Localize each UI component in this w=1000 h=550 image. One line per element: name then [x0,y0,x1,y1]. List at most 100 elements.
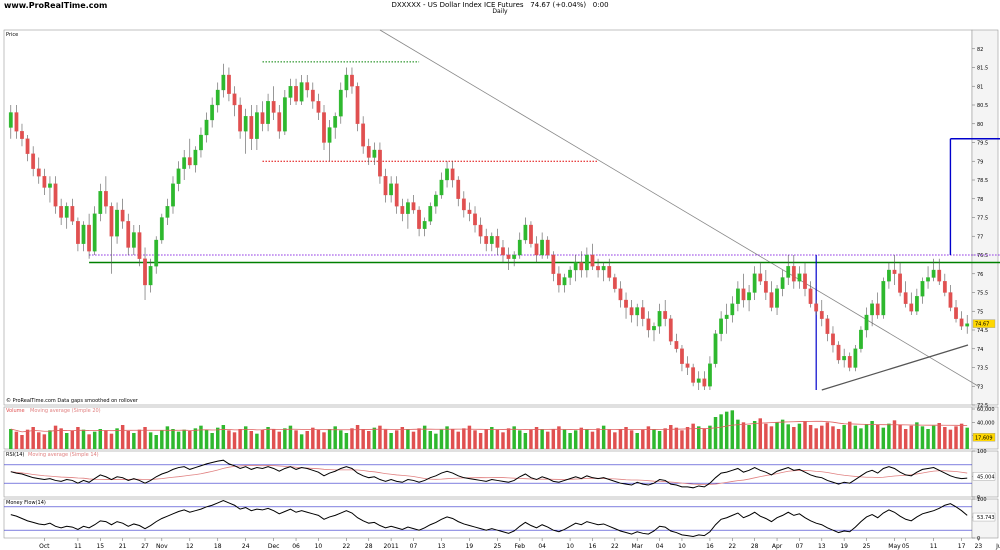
volume-bar [462,428,466,449]
candle-body [814,303,819,312]
candle-body [92,213,97,252]
volume-bar [115,428,119,449]
volume-bar [657,431,662,449]
candle-body [937,269,942,282]
rising-support-line [821,344,969,391]
candle [389,176,394,203]
time-tick-label: 05 [902,543,910,550]
candle [590,243,595,270]
candle [646,311,651,338]
candle [663,300,668,327]
candle [450,161,455,188]
candle-body [260,112,265,124]
volume-bar [529,429,533,449]
candle-body [322,112,326,143]
volume-bar [601,425,606,449]
candle [853,345,858,372]
volume-bar [585,429,589,449]
volume-bar [730,410,735,449]
time-tick-label: 07 [796,543,804,550]
volume-bar [786,424,790,449]
candle-body [506,254,511,259]
time-tick-label: 28 [751,543,759,550]
volume-bar [825,422,830,449]
candle-body [266,101,270,124]
candle-body [931,269,936,278]
time-tick-label: Nov [156,543,168,550]
candle [277,105,282,139]
volume-bar [143,427,147,449]
current-price-tag [972,319,996,328]
volume-bar [42,434,47,449]
candle [797,266,802,289]
volume-bar [350,428,354,449]
candle [836,341,841,364]
candle [120,198,125,229]
candle [864,307,869,338]
candle-body [394,183,399,207]
mfi-value-tag [972,512,996,522]
candle-body [489,236,494,244]
volume-bar [836,429,841,449]
candle-body [881,281,886,316]
candle-body [417,209,421,229]
last-value: 74.67 (+0.04%) [530,1,587,9]
volume-bar [613,432,617,449]
price-tick-label: 82 [977,47,983,53]
candle [680,345,684,372]
candle [568,266,572,285]
candle-body [439,179,444,196]
volume-bar [719,414,723,449]
volume-bar [193,428,198,449]
candle [624,292,628,319]
candle-body [926,277,930,282]
candle-body [249,116,254,139]
volume-bar [590,431,595,449]
volume-bar [490,427,494,449]
candle-body [131,232,136,248]
candle-body [719,318,723,334]
candle [931,258,936,282]
volume-bar [875,425,880,449]
candle [143,247,147,300]
candle-body [406,202,410,214]
candle [131,225,136,255]
time-tick-label: 10 [566,543,574,550]
candle-body [920,281,925,297]
candle-body [271,101,276,113]
volume-bar [708,425,712,449]
volume-bar [752,421,757,449]
candle-body [752,273,757,293]
candle [736,281,740,312]
price-tick-label: 74 [977,347,983,353]
candle [557,266,561,293]
time-tick-label: 04 [656,543,664,550]
volume-bar [551,429,556,449]
candle [327,120,332,162]
price-tick-label: 78 [977,197,983,203]
candle [159,213,164,244]
candle [366,138,371,165]
candle-body [422,221,427,229]
candle-body [433,194,438,207]
volume-bar [646,426,651,449]
volume-bar [769,426,774,449]
candle-body [864,314,869,331]
price-tick-label: 80.5 [977,103,988,109]
candle-body [143,258,147,286]
candle-body [87,224,91,252]
volume-axis-frame [971,406,999,450]
candle-body [316,101,321,113]
candle-body [808,288,813,304]
volume-bar [389,433,393,449]
volume-bar [803,421,807,449]
rsi-panel-frame [3,450,973,498]
candle [898,262,902,297]
price-tick-label: 75.5 [977,291,988,297]
candle-body [842,356,847,361]
candle-body [579,262,584,271]
candle [221,63,226,98]
volume-tick-label: 60,000 [977,407,995,413]
volume-bar [120,425,125,449]
candle [361,116,366,154]
